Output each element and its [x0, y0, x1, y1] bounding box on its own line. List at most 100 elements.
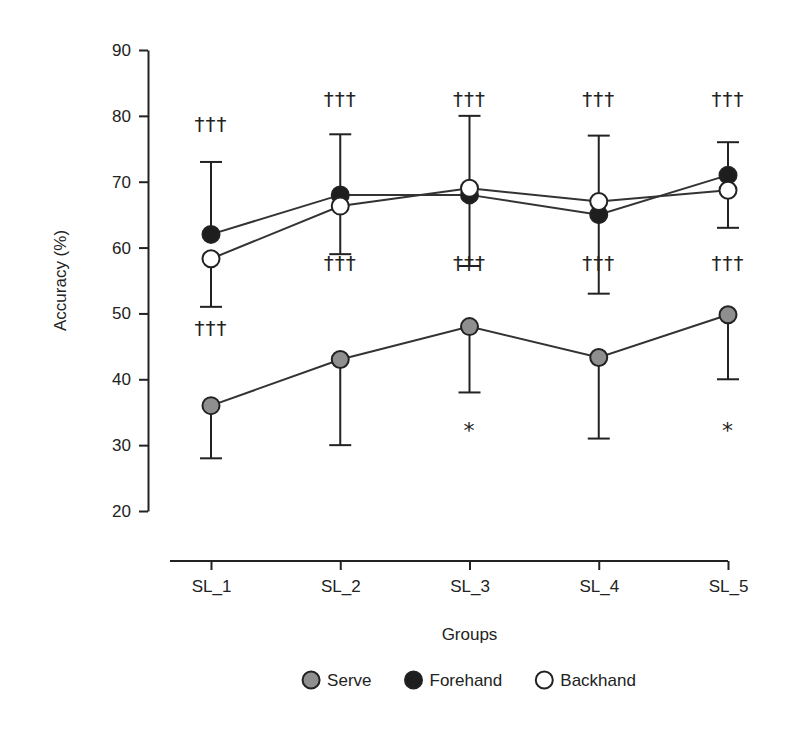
error-bar-cap [717, 141, 739, 143]
x-tick: SL_5 [709, 561, 749, 596]
legend-label: Serve [327, 671, 371, 690]
x-tick: SL_3 [450, 561, 490, 596]
y-tick: 20 [112, 502, 148, 521]
error-bar-cap [329, 444, 351, 446]
error-bar-stem [210, 162, 212, 234]
point [332, 351, 349, 368]
legend: Serve Forehand Backhand [303, 671, 636, 690]
legend-marker [405, 672, 422, 689]
plot-area [200, 116, 739, 458]
y-tick: 30 [112, 436, 148, 455]
point [590, 349, 607, 366]
y-tick-mark [139, 50, 148, 52]
x-tick-mark [728, 561, 730, 570]
annotation: ††† [582, 251, 615, 275]
y-tick-mark [139, 313, 148, 315]
error-bar-stem [339, 360, 341, 446]
error-bar-stem [727, 315, 729, 380]
y-tick-label: 80 [112, 107, 131, 126]
x-tick-mark [598, 561, 600, 570]
x-tick-label: SL_1 [192, 577, 232, 596]
annotation: * [722, 418, 734, 443]
y-tick-mark [139, 379, 148, 381]
y-tick: 40 [112, 370, 148, 389]
legend-item: Forehand [405, 671, 502, 690]
annotation: ††† [712, 251, 745, 275]
x-axis-title: Groups [442, 625, 498, 644]
y-axis-title: Accuracy (%) [51, 230, 70, 331]
annotation: ††† [324, 251, 357, 275]
y-tick-label: 70 [112, 173, 131, 192]
error-bar [588, 136, 610, 215]
error-bar-cap [329, 133, 351, 135]
error-bar-cap [717, 227, 739, 229]
y-tick-label: 50 [112, 304, 131, 323]
error-bar-cap [200, 161, 222, 163]
x-tick: SL_2 [321, 561, 361, 596]
point [720, 182, 737, 199]
annotation: ††† [195, 316, 228, 340]
y-tick: 90 [112, 41, 148, 60]
x-axis: SL_1 SL_2 SL_3 SL_4 SL_5 [170, 561, 748, 596]
annotation: ††† [195, 112, 228, 136]
annotation: ††† [582, 87, 615, 111]
y-tick: 70 [112, 173, 148, 192]
y-axis: 20 30 40 50 60 70 80 90 [112, 41, 148, 521]
series-line [211, 175, 728, 234]
error-bar [588, 201, 610, 293]
y-tick: 50 [112, 304, 148, 323]
x-tick: SL_1 [192, 561, 232, 596]
y-tick-label: 40 [112, 370, 131, 389]
error-bar-cap [588, 135, 610, 137]
error-bar-cap [717, 378, 739, 380]
x-axis-line [170, 560, 728, 562]
y-tick-mark [139, 445, 148, 447]
x-tick-mark [340, 561, 342, 570]
annotation: ††† [453, 251, 486, 275]
error-bar-cap [588, 438, 610, 440]
annotation: ††† [453, 87, 486, 111]
point [203, 397, 220, 414]
x-tick-label: SL_3 [450, 577, 490, 596]
annotation: ††† [712, 87, 745, 111]
annotation: * [464, 418, 476, 443]
y-tick-label: 60 [112, 239, 131, 258]
x-tick-mark [469, 561, 471, 570]
point [720, 306, 737, 323]
y-tick-mark [139, 115, 148, 117]
point [461, 318, 478, 335]
point [461, 180, 478, 197]
legend-item: Serve [303, 671, 372, 690]
error-bar [200, 162, 222, 234]
error-bar [459, 327, 481, 393]
x-tick: SL_4 [579, 561, 619, 596]
error-bar-cap [588, 293, 610, 295]
point [590, 193, 607, 210]
legend-marker [536, 672, 553, 689]
error-bar-cap [459, 115, 481, 117]
legend-label: Forehand [430, 671, 503, 690]
error-bar-cap [459, 391, 481, 393]
point [203, 226, 220, 243]
y-axis-line [148, 51, 150, 512]
error-bar [588, 358, 610, 439]
x-tick-mark [211, 561, 213, 570]
y-tick-label: 20 [112, 502, 131, 521]
annotation: ††† [324, 87, 357, 111]
x-tick-label: SL_2 [321, 577, 361, 596]
error-bar-stem [469, 327, 471, 393]
y-tick-mark [139, 247, 148, 249]
error-bar [717, 315, 739, 380]
series-line [211, 315, 728, 406]
x-tick-label: SL_5 [709, 577, 749, 596]
error-bar-cap [200, 457, 222, 459]
legend-item: Backhand [536, 671, 636, 690]
y-tick: 60 [112, 239, 148, 258]
error-bar [329, 360, 351, 446]
error-bar-stem [598, 358, 600, 439]
y-tick-mark [139, 511, 148, 513]
y-tick-label: 90 [112, 41, 131, 60]
y-tick: 80 [112, 107, 148, 126]
y-tick-label: 30 [112, 436, 131, 455]
chart: 20 30 40 50 60 70 80 90 SL_1 SL_2 SL_3 SL_4 SL_5 Accu… [0, 0, 800, 731]
